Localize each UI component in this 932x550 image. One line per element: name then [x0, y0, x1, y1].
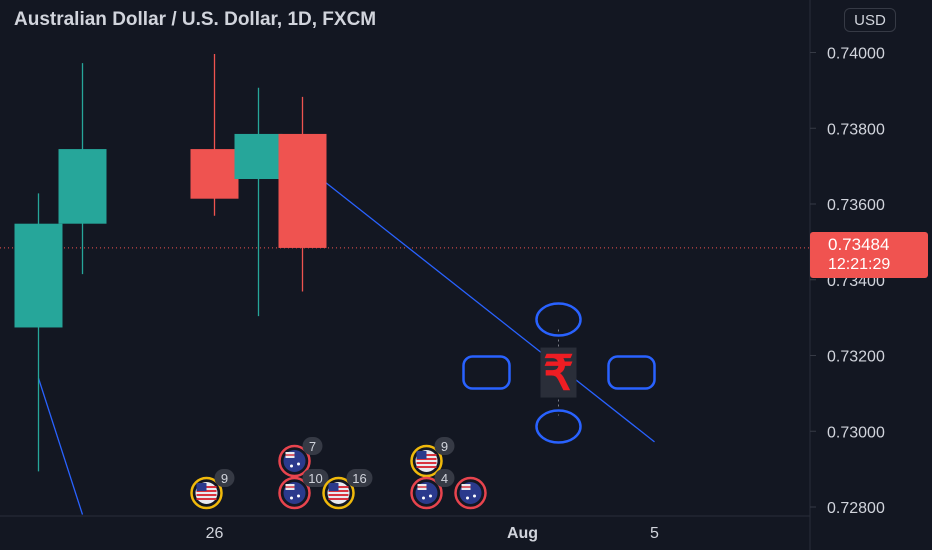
- candle-body: [234, 133, 283, 180]
- event-count-badge: [302, 469, 329, 487]
- resize-handle-right[interactable]: [607, 355, 656, 390]
- event-count-badge: [434, 469, 455, 487]
- economic-event[interactable]: 10: [278, 469, 329, 510]
- economic-event[interactable]: 4: [410, 469, 455, 510]
- resize-handle-bottom[interactable]: [535, 409, 582, 444]
- y-tick-label: 0.73800: [827, 121, 885, 138]
- resize-handle-top[interactable]: [535, 302, 582, 337]
- event-count: 9: [221, 471, 228, 486]
- au-flag-icon: [459, 482, 482, 504]
- y-tick-label: 0.73000: [827, 424, 885, 441]
- economic-event[interactable]: 9: [410, 437, 455, 478]
- us-flag-icon: [415, 450, 438, 472]
- last-price-value: 0.73484: [828, 235, 890, 254]
- us-flag-icon: [327, 482, 350, 504]
- event-count-badge: [214, 469, 235, 487]
- trendline[interactable]: [37, 378, 84, 515]
- event-count-badge: [434, 437, 455, 455]
- y-tick-label: 0.73600: [827, 197, 885, 214]
- last-price-tag: 0.73484 12:21:29: [810, 232, 928, 278]
- selected-drawing[interactable]: ₹: [462, 302, 656, 444]
- y-tick-label: 0.74000: [827, 46, 885, 63]
- x-tick-label: 5: [650, 525, 659, 542]
- event-count-badge: [346, 469, 373, 487]
- x-tick-label: 26: [206, 525, 224, 542]
- economic-event[interactable]: 9: [190, 469, 235, 510]
- candle[interactable]: [190, 54, 239, 216]
- economic-event[interactable]: 7: [278, 437, 323, 478]
- chart-title: Australian Dollar / U.S. Dollar, 1D, FXC…: [14, 9, 377, 30]
- event-count: 9: [441, 439, 448, 454]
- currency-button[interactable]: USD: [844, 8, 896, 32]
- y-tick-label: 0.72800: [827, 500, 885, 517]
- candle[interactable]: [234, 87, 283, 317]
- y-tick-label: 0.73200: [827, 349, 885, 366]
- event-count: 4: [441, 471, 448, 486]
- candle-body: [278, 133, 327, 248]
- rupee-icon: ₹: [543, 348, 574, 401]
- event-count: 16: [352, 471, 366, 486]
- candle[interactable]: [278, 96, 327, 292]
- event-count-badge: [302, 437, 323, 455]
- economic-event[interactable]: [454, 476, 487, 510]
- resize-handle-left[interactable]: [462, 355, 511, 390]
- economic-event[interactable]: 16: [322, 469, 373, 510]
- x-tick-label: Aug: [507, 525, 538, 542]
- event-count: 10: [308, 471, 322, 486]
- us-flag-icon: [195, 482, 218, 504]
- bar-countdown: 12:21:29: [828, 256, 891, 273]
- candle-body: [14, 223, 63, 328]
- candle-body: [58, 149, 107, 224]
- trendline[interactable]: [302, 163, 655, 443]
- au-flag-icon: [283, 482, 306, 504]
- candle-body: [190, 149, 239, 199]
- event-count: 7: [309, 439, 316, 454]
- drawing-box: [540, 347, 577, 398]
- au-flag-icon: [415, 482, 438, 504]
- au-flag-icon: [283, 450, 306, 472]
- candle[interactable]: [58, 63, 107, 275]
- candle[interactable]: [14, 193, 63, 472]
